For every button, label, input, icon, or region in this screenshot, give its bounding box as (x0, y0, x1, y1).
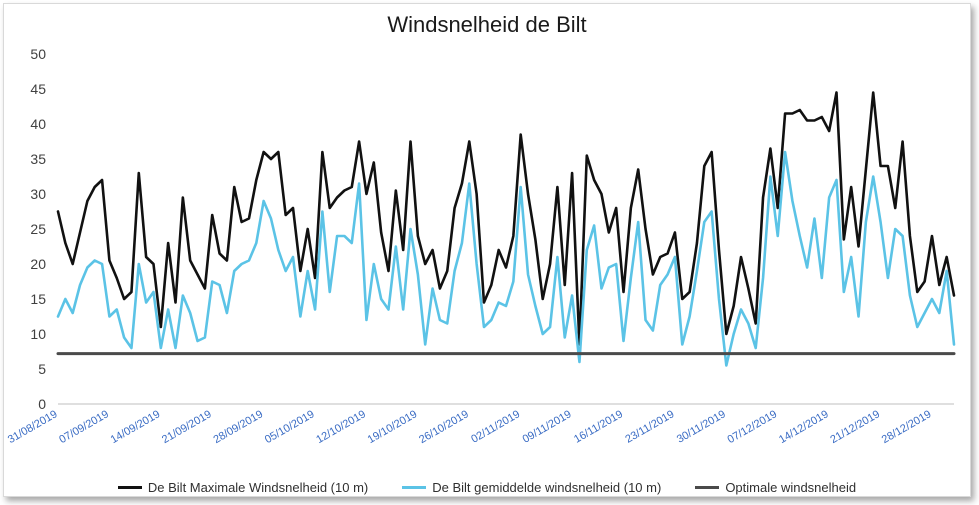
x-tick-label: 07/12/2019 (726, 408, 780, 446)
x-tick-label: 02/11/2019 (469, 408, 522, 446)
legend-item-optimal: Optimale windsnelheid (695, 480, 856, 495)
x-tick-label: 07/09/2019 (57, 408, 111, 446)
x-tick-label: 30/11/2019 (675, 408, 728, 446)
y-tick-label: 50 (30, 46, 46, 62)
x-tick-label: 21/09/2019 (160, 408, 214, 446)
x-tick-label: 19/10/2019 (366, 408, 420, 446)
x-tick-label: 21/12/2019 (828, 408, 882, 446)
x-tick-label: 26/10/2019 (417, 408, 471, 446)
legend-item-avg: De Bilt gemiddelde windsnelheid (10 m) (402, 480, 661, 495)
x-tick-label: 28/12/2019 (880, 408, 934, 446)
x-tick-label: 28/09/2019 (211, 408, 265, 446)
y-tick-label: 20 (30, 256, 46, 272)
y-tick-label: 10 (30, 326, 46, 342)
y-tick-label: 35 (30, 151, 46, 167)
y-tick-label: 30 (30, 186, 46, 202)
x-tick-label: 14/09/2019 (109, 408, 163, 446)
y-tick-label: 5 (38, 361, 46, 377)
x-tick-label: 12/10/2019 (314, 408, 368, 446)
legend-label-max: De Bilt Maximale Windsnelheid (10 m) (147, 480, 369, 495)
legend-item-max: De Bilt Maximale Windsnelheid (10 m) (117, 480, 369, 495)
x-tick-label: 31/08/2019 (6, 408, 60, 446)
x-tick-label: 23/11/2019 (623, 408, 676, 446)
line-chart: 0 5 10 15 20 25 30 35 40 45 50 31/08/201907/09/2019… (6, 46, 956, 446)
series-line-1 (56, 150, 956, 367)
legend-swatch-avg (402, 486, 427, 489)
y-tick-label: 15 (30, 291, 46, 307)
y-tick-label: 40 (30, 116, 46, 132)
series-line-0 (56, 91, 956, 346)
x-tick-label: 05/10/2019 (263, 408, 317, 446)
x-tick-label: 16/11/2019 (572, 408, 625, 446)
x-tick-label: 14/12/2019 (777, 408, 831, 446)
y-tick-label: 25 (30, 221, 46, 237)
legend-swatch-max (117, 486, 142, 489)
legend-swatch-optimal (695, 486, 720, 489)
legend-label-optimal: Optimale windsnelheid (725, 480, 857, 495)
legend: De Bilt Maximale Windsnelheid (10 m) De … (4, 480, 970, 495)
y-tick-label: 45 (30, 81, 46, 97)
chart-frame: Windsnelheid de Bilt 0 5 10 15 20 25 30 35 40 45 5… (3, 3, 971, 497)
legend-label-avg: De Bilt gemiddelde windsnelheid (10 m) (432, 480, 662, 495)
x-tick-label: 09/11/2019 (521, 408, 574, 446)
y-tick-label: 0 (38, 396, 46, 412)
chart-title: Windsnelheid de Bilt (387, 12, 587, 37)
